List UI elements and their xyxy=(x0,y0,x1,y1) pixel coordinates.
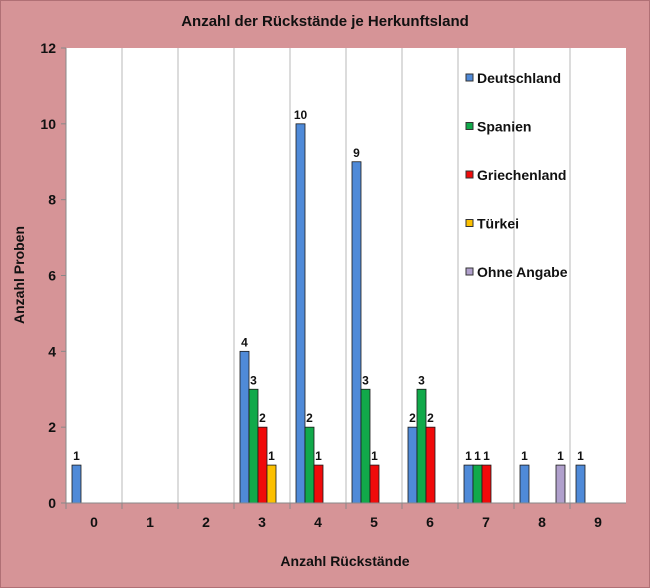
y-tick-label: 4 xyxy=(48,343,56,359)
data-label: 1 xyxy=(483,449,490,463)
data-label: 1 xyxy=(474,449,481,463)
bar xyxy=(351,161,362,504)
legend-swatch xyxy=(465,122,474,130)
legend-label: Spanien xyxy=(477,119,531,135)
x-tick-label: 7 xyxy=(482,514,490,530)
x-tick-label: 5 xyxy=(370,514,378,530)
y-tick-label: 0 xyxy=(48,495,56,511)
bar xyxy=(360,388,371,504)
bar xyxy=(239,350,250,504)
data-label: 2 xyxy=(259,411,266,425)
bar xyxy=(472,464,483,504)
bar xyxy=(266,464,277,504)
bar xyxy=(295,123,306,504)
y-axis-label: Anzahl Proben xyxy=(11,226,27,324)
data-label: 1 xyxy=(465,449,472,463)
legend-swatch xyxy=(465,267,474,276)
bar xyxy=(575,464,586,504)
chart-title: Anzahl der Rückstände je Herkunftsland xyxy=(181,13,469,30)
legend-swatch xyxy=(465,219,474,227)
data-label: 1 xyxy=(315,449,322,463)
data-label: 4 xyxy=(241,335,248,349)
bar xyxy=(463,464,474,504)
data-label: 2 xyxy=(427,411,434,425)
y-tick-label: 6 xyxy=(48,268,56,284)
legend-label: Ohne Angabe xyxy=(477,264,568,280)
y-tick-label: 10 xyxy=(40,116,56,132)
x-tick-label: 9 xyxy=(594,514,602,530)
x-tick-label: 4 xyxy=(314,514,322,530)
data-label: 3 xyxy=(418,373,425,387)
legend-label: Türkei xyxy=(477,216,519,232)
bar xyxy=(425,426,436,504)
bar xyxy=(313,464,324,504)
bar xyxy=(71,464,82,504)
y-tick-label: 2 xyxy=(48,419,56,435)
data-label: 9 xyxy=(353,146,360,160)
x-tick-label: 1 xyxy=(146,514,154,530)
bar xyxy=(257,426,268,504)
data-label: 3 xyxy=(362,373,369,387)
data-label: 3 xyxy=(250,373,257,387)
x-tick-label: 3 xyxy=(258,514,266,530)
x-tick-label: 2 xyxy=(202,514,210,530)
x-tick-label: 6 xyxy=(426,514,434,530)
data-label: 10 xyxy=(294,108,308,122)
x-axis-label: Anzahl Rückstände xyxy=(280,553,409,569)
data-label: 1 xyxy=(268,449,275,463)
x-tick-label: 0 xyxy=(90,514,98,530)
data-label: 1 xyxy=(521,449,528,463)
legend-swatch xyxy=(465,73,474,82)
legend-label: Griechenland xyxy=(477,167,566,183)
data-label: 2 xyxy=(409,411,416,425)
legend-label: Deutschland xyxy=(477,70,561,86)
data-label: 1 xyxy=(371,449,378,463)
bar xyxy=(248,388,259,504)
bar xyxy=(555,464,566,504)
y-tick-label: 12 xyxy=(40,40,56,56)
bar xyxy=(416,388,427,504)
bar xyxy=(407,426,418,504)
bar xyxy=(369,464,380,504)
data-label: 1 xyxy=(577,449,584,463)
bar xyxy=(481,464,492,504)
data-label: 1 xyxy=(557,449,564,463)
x-tick-label: 8 xyxy=(538,514,546,530)
data-label: 1 xyxy=(73,449,80,463)
bar xyxy=(519,464,530,504)
bar xyxy=(304,426,315,504)
y-tick-label: 8 xyxy=(48,192,56,208)
legend-swatch xyxy=(465,170,474,179)
data-label: 2 xyxy=(306,411,313,425)
